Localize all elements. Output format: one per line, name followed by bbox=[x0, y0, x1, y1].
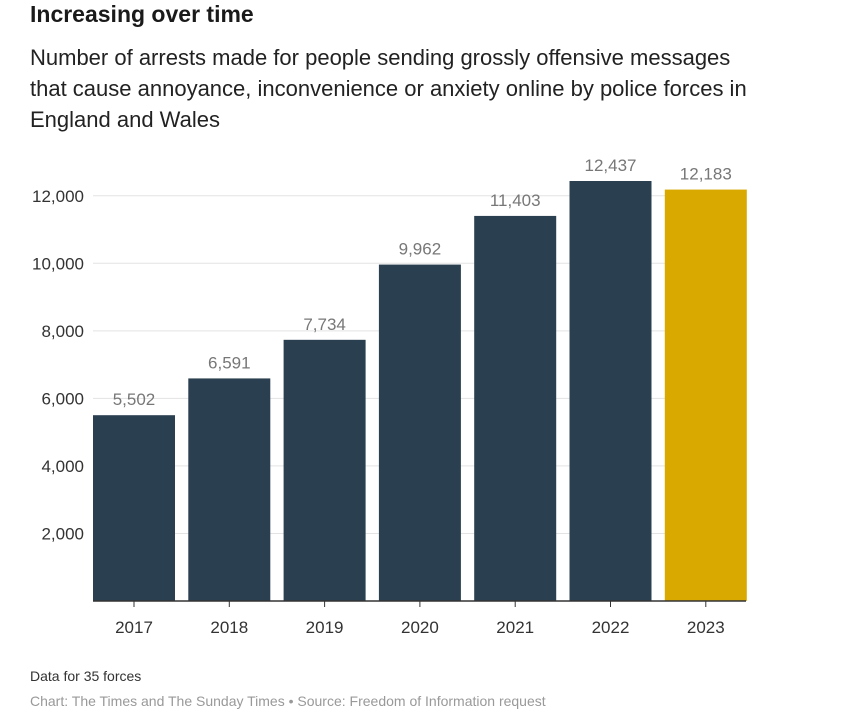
value-label: 6,591 bbox=[208, 353, 251, 372]
x-tick-label: 2017 bbox=[115, 618, 153, 637]
x-tick-label: 2021 bbox=[496, 618, 534, 637]
x-tick-label: 2019 bbox=[306, 618, 344, 637]
value-label: 11,403 bbox=[490, 191, 541, 210]
footnote: Data for 35 forces bbox=[30, 668, 142, 684]
value-label: 12,437 bbox=[585, 156, 637, 175]
bar-2020 bbox=[378, 264, 461, 601]
source-credit: Chart: The Times and The Sunday Times • … bbox=[30, 693, 546, 709]
bar-chart: 2,000 4,000 6,000 8,000 10,000 12,000 5,502 201… bbox=[32, 156, 747, 637]
x-tick-label: 2018 bbox=[210, 618, 248, 637]
bar-2022 bbox=[569, 181, 652, 601]
y-tick-label: 4,000 bbox=[41, 457, 84, 476]
chart-subtitle: Number of arrests made for people sendin… bbox=[30, 45, 747, 132]
x-tick-label: 2020 bbox=[401, 618, 439, 637]
bar-2019 bbox=[283, 339, 366, 601]
x-tick-label: 2023 bbox=[687, 618, 725, 637]
y-tick-label: 10,000 bbox=[32, 254, 84, 273]
y-tick-label: 8,000 bbox=[41, 322, 84, 341]
value-label: 12,183 bbox=[680, 165, 732, 184]
bar-2021 bbox=[474, 215, 557, 601]
value-label: 5,502 bbox=[113, 390, 156, 409]
y-tick-label: 12,000 bbox=[32, 187, 84, 206]
chart-title: Increasing over time bbox=[30, 1, 254, 27]
bar-2023 bbox=[664, 189, 747, 601]
value-label: 7,734 bbox=[303, 315, 346, 334]
bar-2017 bbox=[93, 415, 175, 601]
bar-2018 bbox=[188, 378, 271, 601]
value-label: 9,962 bbox=[399, 240, 442, 259]
x-tick-label: 2022 bbox=[592, 618, 630, 637]
y-tick-label: 6,000 bbox=[41, 389, 84, 408]
y-tick-label: 2,000 bbox=[41, 524, 84, 543]
